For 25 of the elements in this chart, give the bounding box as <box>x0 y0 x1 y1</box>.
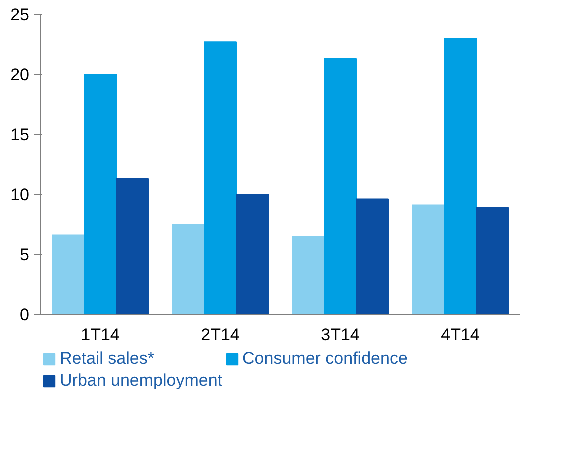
x-tick-label: 3T14 <box>321 326 360 344</box>
bar <box>324 58 357 314</box>
legend-label: Urban unemployment <box>60 371 223 391</box>
bar <box>412 204 445 314</box>
bar <box>116 178 149 314</box>
legend-label: Consumer confidence <box>242 349 408 369</box>
y-tick-label: 5 <box>20 246 30 264</box>
bar <box>204 42 237 314</box>
y-tick-label: 0 <box>20 306 30 324</box>
bar <box>236 194 269 314</box>
bar <box>444 38 477 314</box>
bar <box>52 234 85 314</box>
y-tick-label: 20 <box>10 66 30 84</box>
x-tick-label: 1T14 <box>81 326 120 344</box>
bar <box>476 207 509 314</box>
x-tick-label: 4T14 <box>441 326 480 344</box>
y-tick-label: 10 <box>10 186 30 204</box>
bar <box>356 198 389 314</box>
y-tick-label: 15 <box>10 126 30 144</box>
bar <box>172 224 205 314</box>
legend-label: Retail sales* <box>60 349 154 369</box>
bar <box>84 74 117 314</box>
y-tick-label: 25 <box>10 6 30 24</box>
bar <box>292 236 325 314</box>
x-tick-label: 2T14 <box>201 326 240 344</box>
